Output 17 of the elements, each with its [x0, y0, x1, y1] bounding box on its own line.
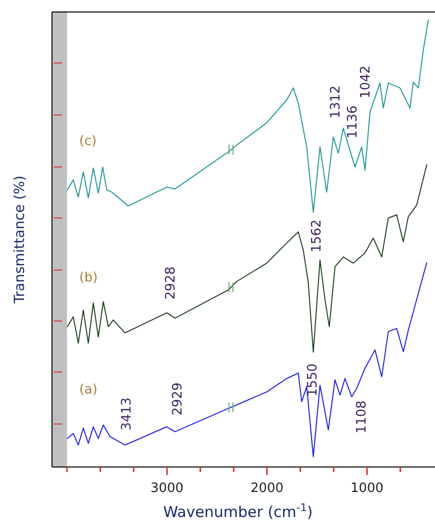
annotation: 1550 — [306, 363, 320, 397]
annotation: 2928 — [164, 266, 178, 300]
series-label: (b) — [79, 270, 98, 286]
series-label: (c) — [79, 134, 97, 149]
x-axis-title: Wavenumber (cm$^{-1}$) — [163, 502, 313, 521]
x-tick-label: 3000 — [150, 481, 184, 496]
annotation: 2929 — [170, 382, 186, 416]
annotation: 1312 — [328, 85, 344, 119]
y-axis-title: Transmittance (%) — [12, 176, 28, 304]
x-tick-label: 1000 — [350, 481, 384, 496]
annotation: 1562 — [310, 219, 324, 253]
text: (a) — [79, 382, 98, 398]
annotation: 1136 — [346, 105, 360, 139]
annotation: 3413 — [120, 397, 134, 431]
annotation: 1042 — [358, 65, 374, 99]
x-tick-label: 2000 — [250, 481, 284, 496]
annotation: 1108 — [354, 400, 370, 434]
